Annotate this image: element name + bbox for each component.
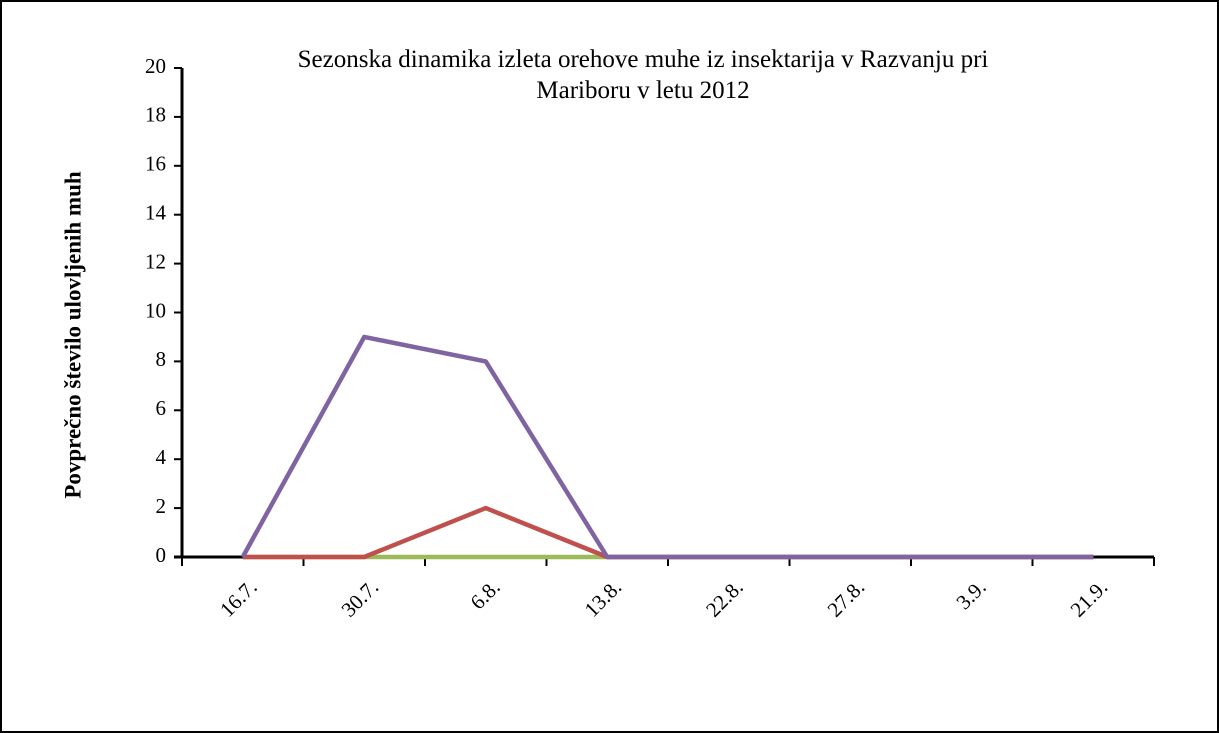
y-axis-label: Povprečno število ulovljenih muh	[60, 171, 85, 499]
y-tick-label: 20	[145, 54, 166, 78]
y-tick-label: 8	[156, 347, 167, 371]
y-tick-label: 10	[145, 298, 166, 322]
y-tick-label: 0	[156, 543, 167, 567]
y-tick-label: 12	[145, 249, 166, 273]
y-tick-label: 4	[156, 445, 167, 469]
y-tick-label: 2	[156, 494, 167, 518]
y-tick-label: 14	[145, 201, 167, 225]
y-tick-label: 6	[156, 396, 167, 420]
y-tick-label: 18	[145, 103, 166, 127]
chart-title: Sezonska dinamika izleta orehove muhe iz…	[297, 46, 989, 104]
y-tick-label: 16	[145, 152, 166, 176]
line-series	[240, 334, 1094, 560]
